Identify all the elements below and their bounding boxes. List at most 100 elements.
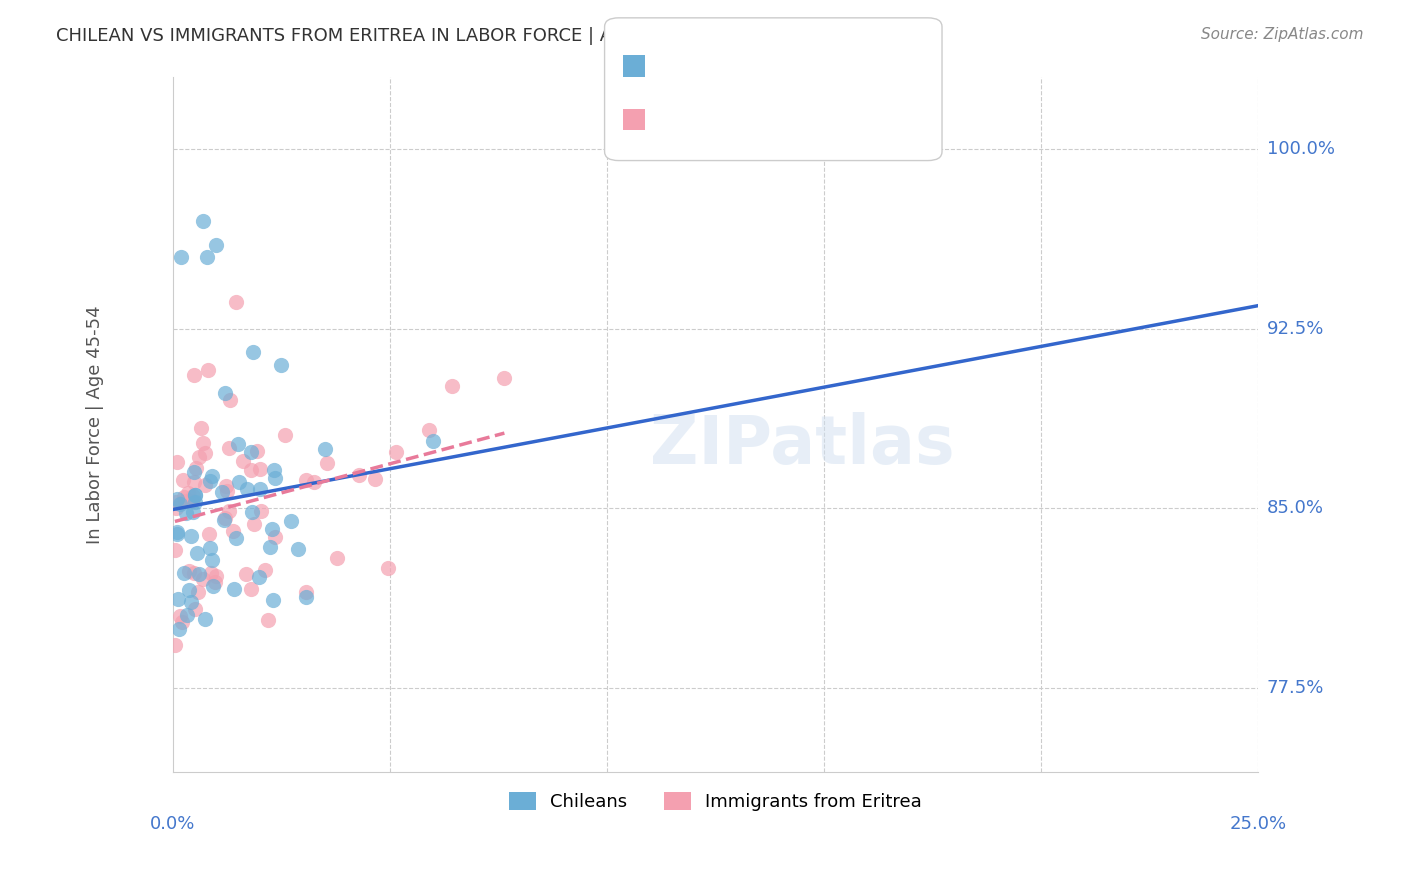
Point (236, 482, 259, 496)
Point (174, 506, 197, 520)
Point (177, 582, 200, 597)
Point (183, 566, 205, 580)
Point (166, 455, 188, 469)
Point (440, 378, 463, 392)
Point (385, 444, 408, 458)
Point (242, 505, 264, 519)
Point (240, 463, 263, 477)
Text: In Labor Force | Age 45-54: In Labor Force | Age 45-54 (86, 305, 104, 544)
Point (242, 516, 264, 531)
Point (170, 250, 193, 264)
Point (295, 591, 318, 605)
Point (180, 595, 202, 609)
Point (232, 454, 254, 468)
Text: 0.0%: 0.0% (150, 815, 195, 833)
Text: ZIPatlas: ZIPatlas (650, 412, 955, 478)
Point (314, 442, 336, 456)
Point (218, 503, 240, 517)
Point (256, 613, 278, 627)
Legend: Chileans, Immigrants from Eritrea: Chileans, Immigrants from Eritrea (502, 784, 929, 818)
Point (302, 475, 325, 489)
Point (205, 238, 228, 252)
Point (364, 472, 387, 486)
Point (197, 363, 219, 377)
Point (194, 477, 217, 491)
Point (163, 543, 186, 558)
Point (377, 561, 399, 575)
Point (184, 460, 207, 475)
Point (214, 386, 236, 401)
Point (177, 565, 200, 579)
Point (274, 428, 297, 442)
Point (240, 444, 263, 458)
Point (197, 527, 219, 541)
Text: N = 53: N = 53 (766, 54, 834, 71)
Point (183, 488, 205, 502)
Point (222, 524, 245, 538)
Point (166, 525, 188, 540)
Point (205, 569, 228, 583)
Text: 92.5%: 92.5% (1267, 320, 1324, 338)
Point (270, 358, 292, 372)
Point (198, 474, 221, 488)
Point (263, 463, 285, 477)
Point (294, 473, 316, 487)
Point (225, 294, 247, 309)
Point (174, 493, 197, 508)
Text: CHILEAN VS IMMIGRANTS FROM ERITREA IN LABOR FORCE | AGE 45-54 CORRELATION CHART: CHILEAN VS IMMIGRANTS FROM ERITREA IN LA… (56, 27, 896, 45)
Point (224, 582, 246, 596)
Point (349, 467, 371, 482)
Point (263, 530, 285, 544)
Point (167, 591, 190, 606)
Point (193, 435, 215, 450)
Point (165, 495, 187, 509)
Point (217, 483, 239, 498)
Point (187, 567, 209, 582)
Point (280, 514, 302, 528)
Point (183, 466, 205, 480)
Point (184, 488, 207, 502)
Point (181, 493, 204, 508)
Point (212, 513, 235, 527)
Point (197, 250, 219, 264)
Text: R = 0.236: R = 0.236 (654, 107, 752, 125)
Point (253, 563, 276, 577)
Point (250, 504, 273, 518)
Point (218, 441, 240, 455)
Point (172, 615, 194, 629)
Point (169, 608, 191, 623)
Text: 85.0%: 85.0% (1267, 500, 1323, 517)
Point (165, 500, 187, 515)
Point (176, 607, 198, 622)
Point (188, 450, 211, 464)
Point (214, 511, 236, 525)
Point (249, 482, 271, 496)
Point (264, 470, 287, 484)
Point (167, 622, 190, 636)
Point (194, 612, 217, 626)
Point (325, 551, 347, 566)
Point (180, 529, 202, 543)
Point (215, 479, 238, 493)
Point (287, 541, 309, 556)
Point (184, 602, 207, 616)
Point (184, 495, 207, 509)
Point (422, 434, 444, 449)
Point (191, 573, 214, 587)
Point (202, 578, 225, 592)
Point (211, 485, 233, 500)
Point (183, 368, 205, 383)
Text: Source: ZipAtlas.com: Source: ZipAtlas.com (1201, 27, 1364, 42)
Point (200, 566, 222, 580)
Point (295, 585, 318, 599)
Point (169, 498, 191, 512)
Text: 100.0%: 100.0% (1267, 140, 1334, 158)
Text: N = 63: N = 63 (766, 107, 834, 125)
Point (259, 541, 281, 555)
Point (172, 474, 194, 488)
Point (247, 570, 270, 584)
Point (177, 486, 200, 500)
Point (246, 444, 269, 458)
Point (235, 566, 257, 581)
Point (187, 585, 209, 599)
